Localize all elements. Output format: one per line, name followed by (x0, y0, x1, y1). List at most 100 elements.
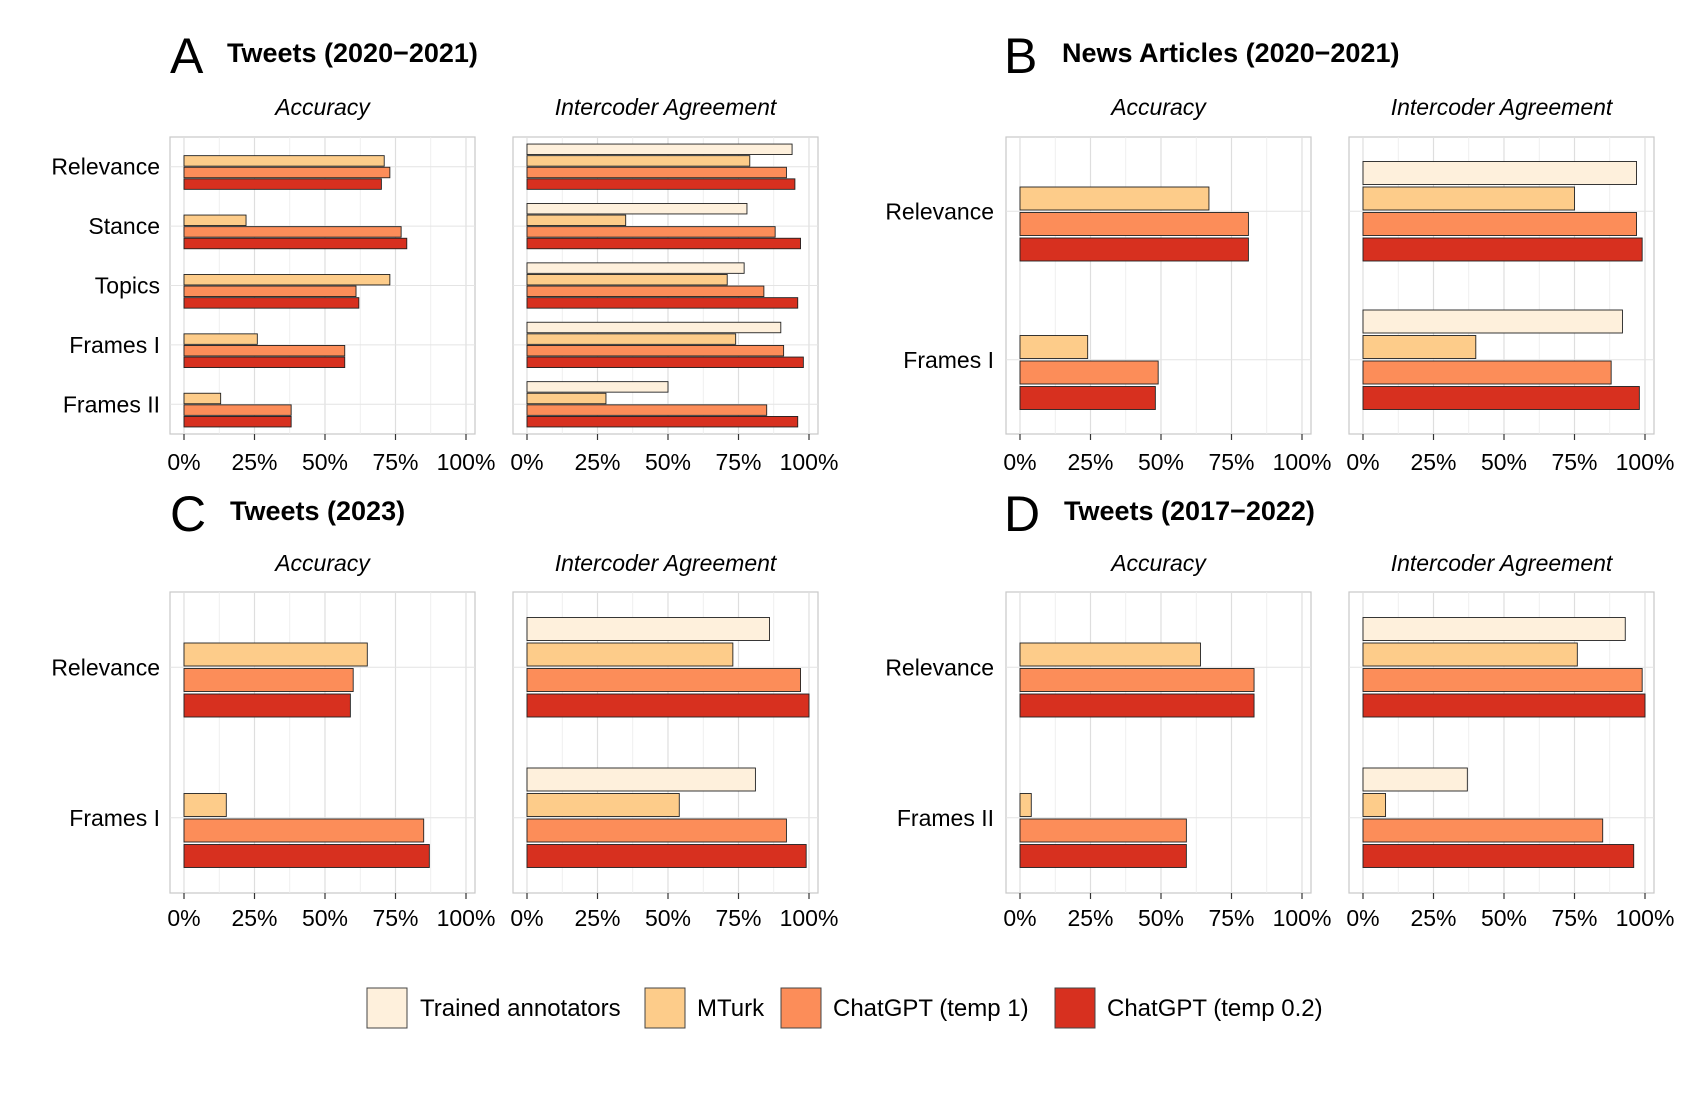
bar (526, 404, 768, 416)
tick-label: 50% (1138, 449, 1184, 475)
bar (1019, 668, 1255, 692)
bar (183, 693, 351, 718)
panel-b: B News Articles (2020−2021) Accuracy 0% 25% 5… (885, 28, 1674, 475)
facet-label: Intercoder Agreement (1391, 550, 1614, 576)
bar (526, 237, 801, 250)
bar (183, 297, 360, 309)
bar (1019, 335, 1089, 359)
tick-label: 0% (1003, 905, 1036, 931)
panel-d: D Tweets (2017−2022) Accuracy 0% 25% 50% 75% 10… (885, 486, 1674, 931)
bar (526, 274, 728, 286)
bar (1019, 212, 1249, 236)
plot-area (512, 591, 819, 894)
plot-area (1348, 591, 1655, 894)
tick-label: 100% (437, 905, 496, 931)
panel-title: Tweets (2023) (230, 496, 405, 526)
panel-title: Tweets (2020−2021) (227, 38, 478, 68)
legend-label: MTurk (697, 995, 765, 1022)
bar (1362, 844, 1635, 868)
bar (1362, 186, 1575, 211)
bar (526, 416, 799, 428)
tick-label: 75% (1551, 449, 1597, 475)
facet-label: Accuracy (1109, 550, 1207, 576)
tick-label: 25% (1067, 905, 1113, 931)
tick-label: 50% (1481, 905, 1527, 931)
tick-label: 0% (167, 449, 200, 475)
plot-area (1348, 136, 1655, 435)
category-label: Frames I (69, 805, 160, 831)
facet-accuracy: Accuracy 0% 25% 50% 75% 100% (1003, 550, 1331, 931)
bar (526, 297, 799, 309)
panel-a: A Tweets (2020−2021) Accuracy 0% 25% 50% 75% 10… (51, 28, 838, 475)
bar (1362, 386, 1640, 410)
bar (526, 166, 787, 179)
tick-label: 25% (574, 905, 620, 931)
legend-swatch (366, 987, 408, 1029)
bar (1362, 161, 1637, 185)
facet-intercoder-agreement: Intercoder Agreement 0% 25% 50% 75% 100% (510, 550, 838, 931)
tick-label: 75% (372, 905, 418, 931)
tick-label: 25% (231, 905, 277, 931)
bar (183, 155, 385, 167)
tick-label: 100% (437, 449, 496, 475)
category-label: Topics (95, 273, 160, 299)
bar (526, 178, 796, 190)
legend-swatch (1054, 987, 1096, 1029)
legend-item: Trained annotators (366, 987, 621, 1029)
bar (526, 202, 748, 215)
category-label: Frames II (897, 805, 994, 831)
tick-label: 100% (780, 905, 839, 931)
tick-label: 100% (780, 449, 839, 475)
bar (1019, 844, 1187, 868)
bar (1362, 793, 1387, 817)
tick-label: 100% (1616, 449, 1675, 475)
bar (1362, 642, 1578, 667)
facet-accuracy: Accuracy 0% 25% 50% 75% 100% (167, 94, 495, 475)
bar (526, 333, 737, 345)
bar (1362, 693, 1646, 718)
tick-label: 25% (1067, 449, 1113, 475)
bar (1362, 335, 1477, 359)
bar (526, 767, 756, 792)
tick-label: 75% (715, 449, 761, 475)
category-label: Relevance (51, 654, 160, 680)
tick-label: 25% (231, 449, 277, 475)
facet-intercoder-agreement: Intercoder Agreement 0% 25% 50% 75% 100% (1346, 550, 1674, 931)
bar (183, 392, 222, 405)
legend-label: ChatGPT (temp 1) (833, 995, 1029, 1022)
bar (526, 693, 810, 718)
facet-label: Intercoder Agreement (555, 94, 778, 120)
tick-label: 75% (715, 905, 761, 931)
tick-label: 50% (645, 905, 691, 931)
category-label: Relevance (51, 154, 160, 180)
category-label: Frames I (69, 332, 160, 358)
category-label: Relevance (885, 654, 994, 680)
legend-swatch (780, 987, 822, 1029)
bar (183, 642, 368, 667)
bar (1019, 237, 1249, 262)
tick-label: 25% (1410, 905, 1456, 931)
bar (526, 345, 785, 357)
tick-label: 50% (302, 905, 348, 931)
plot-area (169, 591, 476, 894)
bar (526, 226, 776, 238)
tick-label: 50% (302, 449, 348, 475)
tick-label: 25% (1410, 449, 1456, 475)
bar (1362, 309, 1623, 334)
tick-label: 100% (1273, 449, 1332, 475)
bar (1362, 617, 1626, 641)
facet-accuracy: Accuracy 0% 25% 50% 75% 100% (167, 550, 495, 931)
tick-label: 50% (645, 449, 691, 475)
tick-label: 0% (167, 905, 200, 931)
bar (1362, 668, 1643, 692)
panel-letter: B (1004, 28, 1037, 84)
tick-label: 50% (1481, 449, 1527, 475)
bar (183, 345, 346, 357)
legend-item: ChatGPT (temp 0.2) (1054, 987, 1323, 1029)
plot-area (1005, 591, 1312, 894)
bar (1019, 186, 1210, 211)
bar (183, 844, 430, 868)
legend: Trained annotators MTurk ChatGPT (temp 1) C… (366, 987, 1323, 1029)
category-label: Relevance (885, 198, 994, 224)
